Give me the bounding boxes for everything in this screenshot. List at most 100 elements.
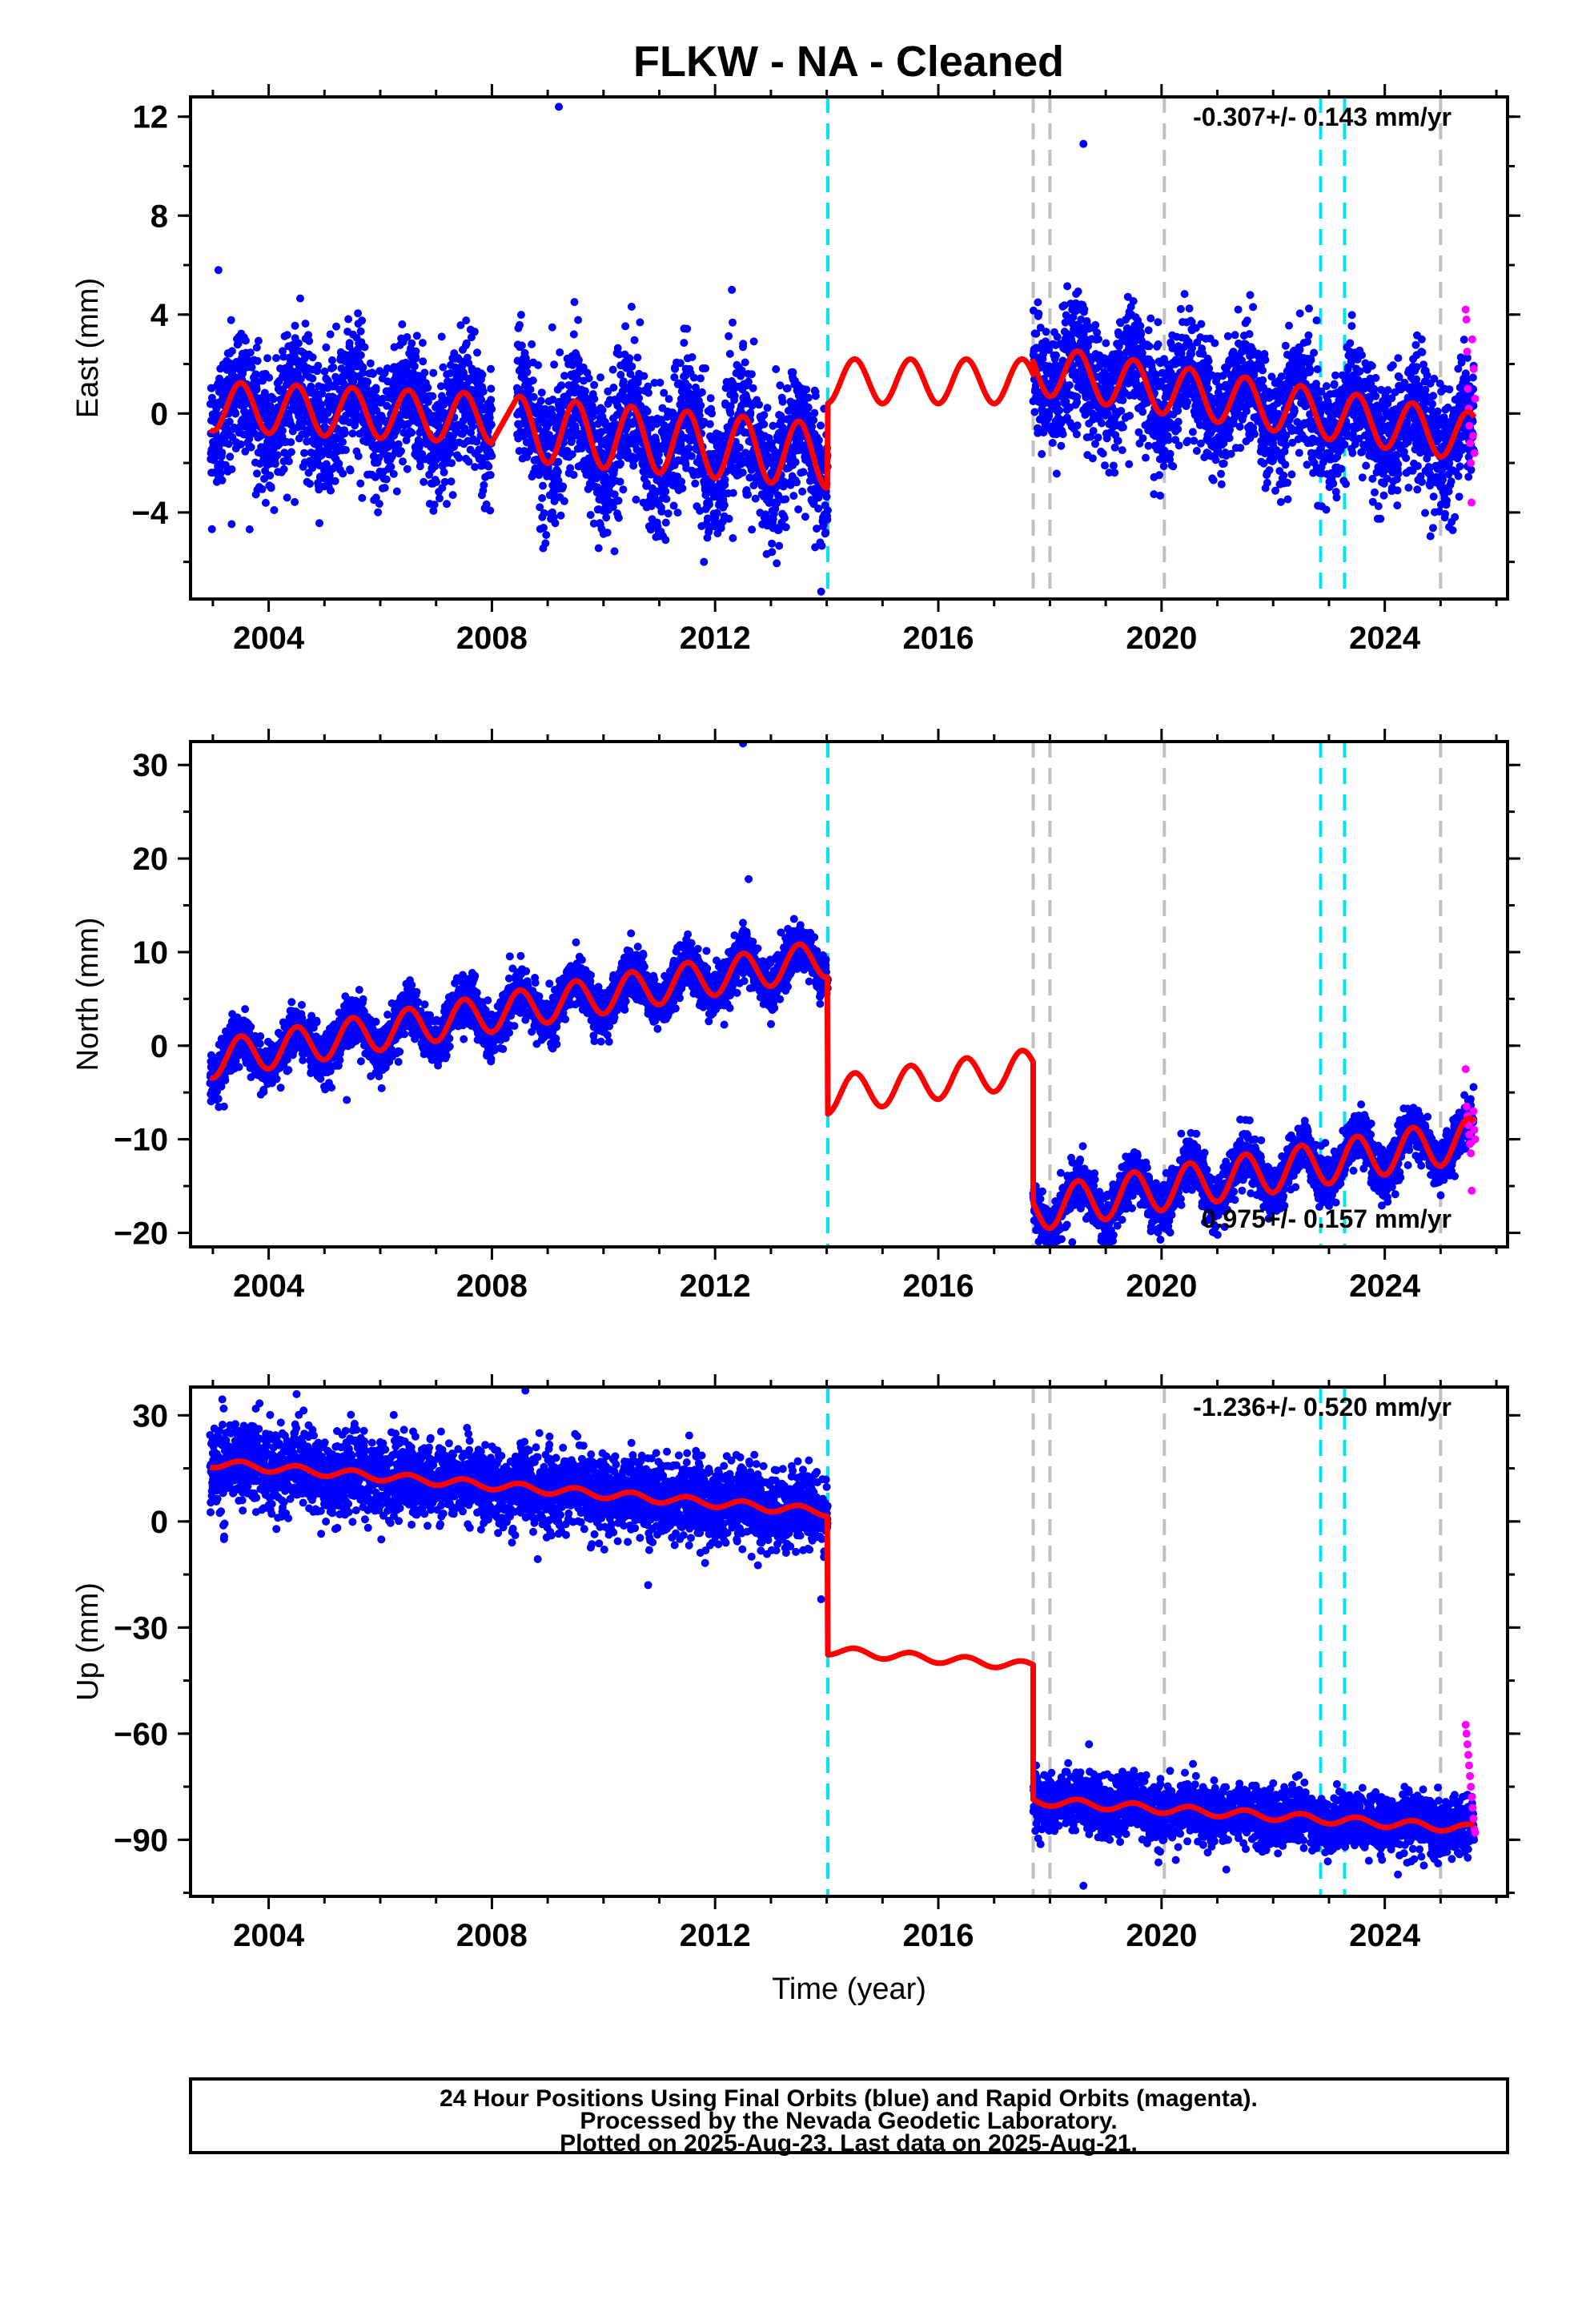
- rapid-orbit-point: [1468, 335, 1476, 344]
- x-tick-label: 2008: [456, 1269, 528, 1304]
- velocity-label: 0.975+/- 0.157 mm/yr: [1202, 1204, 1452, 1233]
- footer-frame: [189, 2077, 1509, 2154]
- y-axis-label: North (mm): [71, 917, 105, 1071]
- rapid-orbit-point: [1461, 1064, 1470, 1073]
- rapid-orbit-point: [1462, 1102, 1471, 1111]
- y-tick-label: −30: [114, 1610, 168, 1646]
- outlier-point: [1085, 1740, 1094, 1749]
- y-tick-label: −90: [114, 1823, 168, 1858]
- outlier-point: [817, 587, 825, 596]
- rapid-orbit-point: [1468, 432, 1477, 440]
- x-tick-label: 2020: [1126, 1918, 1197, 1953]
- rapid-orbit-point: [1461, 305, 1470, 314]
- x-tick-label: 2008: [456, 1918, 528, 1953]
- rapid-orbit-point: [1463, 348, 1472, 356]
- x-tick-label: 2016: [903, 1269, 974, 1304]
- rapid-orbit-point: [1467, 459, 1476, 468]
- velocity-label: -0.307+/- 0.143 mm/yr: [1193, 103, 1452, 131]
- rapid-orbit-point: [1461, 1720, 1470, 1729]
- y-tick-label: 4: [151, 298, 169, 333]
- rapid-orbit-point: [1471, 394, 1480, 403]
- up-panel: 2004 2008 2012 2016 2020 2024 −90 −60 −30 0 30 Up (…: [71, 1374, 1520, 2006]
- y-tick-label: −4: [131, 496, 168, 531]
- outlier-point: [343, 1096, 351, 1104]
- model-curve: [208, 348, 1477, 491]
- outlier-point: [1068, 1238, 1077, 1247]
- footer-line-2: Processed by the Nevada Geodetic Laborat…: [580, 2108, 1117, 2134]
- y-axis-label: Up (mm): [71, 1582, 105, 1701]
- plot-frame: [189, 1385, 1509, 1898]
- rapid-orbit-point: [1468, 1793, 1476, 1802]
- outlier-point: [1079, 1881, 1088, 1890]
- outlier-point: [728, 285, 737, 294]
- y-tick-label: 12: [133, 100, 169, 135]
- rapid-orbit-point: [1471, 1828, 1480, 1837]
- rapid-orbit-point: [1465, 1761, 1474, 1770]
- outlier-point: [219, 1102, 228, 1111]
- x-tick-label: 2004: [233, 1269, 305, 1304]
- x-tick-label: 2004: [233, 621, 305, 656]
- rapid-orbit-point: [1465, 1130, 1474, 1139]
- outlier-point: [555, 103, 564, 111]
- footer-box: 24 Hour Positions Using Final Orbits (bl…: [189, 2077, 1509, 2157]
- x-tick-label: 2024: [1349, 1269, 1421, 1304]
- rapid-orbit-point: [1463, 1740, 1472, 1749]
- outlier-point: [700, 557, 709, 566]
- x-tick-label: 2004: [233, 1918, 305, 1953]
- rapid-orbit-point: [1469, 364, 1478, 373]
- chart-title: FLKW - NA - Cleaned: [633, 38, 1064, 86]
- rapid-orbit-point: [1464, 1751, 1472, 1759]
- plot-frame: [189, 95, 1509, 601]
- rapid-orbit-point: [1468, 1186, 1476, 1195]
- x-tick-label: 2016: [903, 621, 974, 656]
- plot-content: [206, 1387, 1480, 1896]
- rapid-orbit-point: [1471, 1135, 1480, 1144]
- plot-area: [191, 97, 1508, 599]
- y-tick-label: 10: [133, 935, 169, 971]
- rapid-orbit-point: [1467, 1149, 1476, 1158]
- x-tick-label: 2024: [1349, 621, 1421, 656]
- y-tick-label: −20: [114, 1216, 168, 1251]
- x-tick-label: 2012: [680, 1269, 751, 1304]
- outlier-point: [219, 1534, 228, 1543]
- plot-content: [206, 97, 1480, 599]
- outlier-point: [521, 1387, 530, 1395]
- footer-line-3: Plotted on 2025-Aug-23. Last data on 202…: [560, 2130, 1138, 2157]
- rapid-orbit-point: [1467, 1783, 1476, 1791]
- east-panel: 2004 2008 2012 2016 2020 2024 −4 0 4 8 12 East (mm)…: [71, 84, 1520, 656]
- x-tick-label: 2020: [1126, 1269, 1197, 1304]
- y-tick-label: −60: [114, 1717, 168, 1752]
- rapid-orbit-point: [1470, 1125, 1479, 1134]
- velocity-label: -1.236+/- 0.520 mm/yr: [1193, 1393, 1452, 1421]
- y-tick-label: 30: [133, 748, 169, 783]
- rapid-orbit-point: [1469, 1107, 1478, 1116]
- y-tick-label: 0: [151, 1505, 168, 1540]
- y-tick-label: 20: [133, 842, 169, 877]
- model-curve: [208, 1458, 1476, 1834]
- rapid-orbit-point: [1469, 1814, 1478, 1823]
- rapid-orbit-point: [1464, 384, 1472, 393]
- x-tick-label: 2020: [1126, 621, 1197, 656]
- x-axis-label: Time (year): [772, 1972, 926, 2006]
- y-tick-label: 30: [133, 1398, 169, 1433]
- north-panel: 2004 2008 2012 2016 2020 2024 −20 −10 0 10 20 30 Nor…: [71, 729, 1520, 1304]
- rapid-orbit-point: [1465, 421, 1474, 430]
- rapid-orbit-point: [1466, 1140, 1475, 1148]
- plot-content: [206, 742, 1480, 1247]
- rapid-orbit-point: [1462, 315, 1471, 324]
- rapid-orbit-point: [1466, 439, 1475, 448]
- outlier-point: [644, 1581, 652, 1590]
- rapid-orbit-point: [1468, 1803, 1477, 1812]
- outlier-point: [1079, 139, 1088, 148]
- outlier-point: [214, 266, 223, 275]
- y-tick-label: 0: [151, 396, 168, 432]
- rapid-orbit-point: [1466, 1771, 1475, 1780]
- rapid-orbit-point: [1470, 448, 1479, 457]
- x-tick-label: 2016: [903, 1918, 974, 1953]
- x-tick-label: 2012: [680, 1918, 751, 1953]
- y-tick-label: 0: [151, 1029, 168, 1064]
- outlier-point: [745, 875, 753, 883]
- x-tick-label: 2012: [680, 621, 751, 656]
